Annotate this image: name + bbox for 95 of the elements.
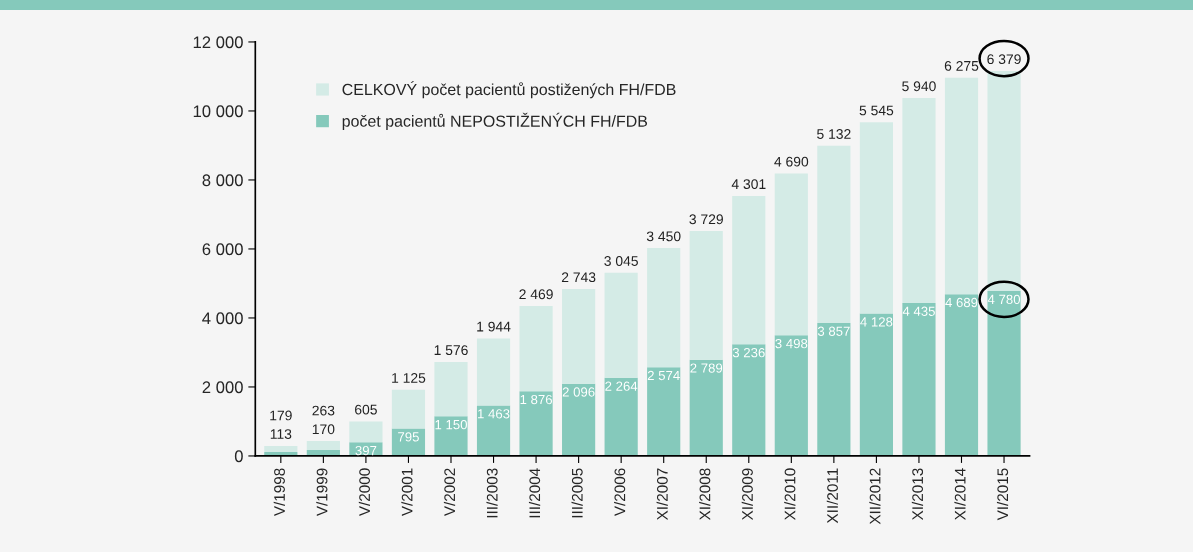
data-label: 6 379 <box>987 54 1021 65</box>
bar <box>391 389 426 429</box>
bar <box>476 338 511 406</box>
data-label: 2 264 <box>605 381 638 391</box>
y-tick-label: 0 <box>234 450 243 463</box>
data-label: 1 576 <box>434 345 468 356</box>
bar <box>306 441 340 451</box>
data-label: 113 <box>270 429 292 439</box>
x-tick-label: V/1999 <box>316 468 328 517</box>
x-tick-label: XI/2014 <box>954 468 966 521</box>
bar <box>944 77 979 295</box>
x-tick-label: XI/2009 <box>741 468 753 521</box>
data-label: 795 <box>398 432 419 442</box>
bar <box>732 344 766 456</box>
y-tick-label: 10 000 <box>193 105 243 118</box>
x-tick-label: III/2005 <box>571 468 583 518</box>
x-tick-label: XII/2011 <box>826 468 838 524</box>
data-label: 3 729 <box>689 214 723 225</box>
bar <box>647 367 681 456</box>
bar <box>519 391 553 456</box>
bar <box>817 145 851 323</box>
data-label: 263 <box>312 405 335 416</box>
legend-label: CELKOVÝ počet pacientů postižených FH/FDB <box>342 81 676 99</box>
legend-label: počet pacientů NEPOSTIŽENÝCH FH/FDB <box>342 112 648 130</box>
bar <box>689 231 723 360</box>
bar <box>689 359 723 456</box>
data-label: 1 150 <box>435 419 467 430</box>
y-tick-label: 12 000 <box>193 36 243 49</box>
y-tick-label: 6 000 <box>202 243 243 256</box>
bar <box>562 289 596 384</box>
bar <box>732 195 766 345</box>
y-tick-label: 4 000 <box>202 312 243 325</box>
bar <box>987 70 1021 292</box>
data-label: 3 236 <box>732 347 765 358</box>
data-label: 397 <box>355 445 377 456</box>
x-tick-label: III/2004 <box>528 468 541 518</box>
data-label: 4 435 <box>902 306 935 316</box>
bar <box>519 306 553 392</box>
data-label: 1 876 <box>520 394 553 405</box>
bar <box>987 291 1021 456</box>
data-label: 170 <box>312 424 335 435</box>
bar <box>902 98 936 303</box>
x-tick-label: XI/2007 <box>656 468 668 521</box>
data-label: 4 301 <box>731 179 766 190</box>
bar <box>434 416 468 456</box>
data-label: 5 545 <box>859 105 894 116</box>
data-label: 1 125 <box>392 372 426 383</box>
data-label: 6 275 <box>944 60 979 71</box>
data-label: 5 132 <box>817 129 851 139</box>
data-label: 2 469 <box>519 289 553 300</box>
data-label: 4 128 <box>860 317 893 327</box>
x-tick-label: III/2003 <box>486 468 498 518</box>
data-label: 4 690 <box>774 156 809 167</box>
x-tick-label: V/1998 <box>273 468 285 517</box>
data-label: 4 780 <box>987 294 1021 305</box>
bar <box>476 405 511 456</box>
x-tick-label: V/2000 <box>358 468 371 517</box>
data-label: 2 096 <box>562 387 595 397</box>
data-label: 179 <box>270 410 292 421</box>
bar <box>349 421 383 443</box>
x-tick-label: XI/2010 <box>784 468 796 521</box>
x-tick-label: V/2006 <box>614 468 626 517</box>
x-tick-label: V/2002 <box>443 468 456 517</box>
bar <box>647 248 681 368</box>
bar <box>434 361 468 417</box>
y-tick-label: 8 000 <box>202 174 243 187</box>
bar <box>604 377 638 456</box>
bar <box>944 294 979 456</box>
bar <box>604 272 638 378</box>
data-label: 2 789 <box>690 363 723 373</box>
data-label: 3 857 <box>817 326 850 336</box>
data-label: 1 463 <box>478 409 510 419</box>
x-tick-label: XI/2008 <box>699 468 711 521</box>
x-tick-label: XI/2013 <box>911 468 924 521</box>
bar <box>264 445 298 453</box>
bar <box>817 322 851 456</box>
bar <box>774 335 808 456</box>
data-label: 3 450 <box>646 231 681 242</box>
data-label: 605 <box>355 404 377 415</box>
data-label: 3 498 <box>775 338 808 349</box>
bar <box>774 173 808 336</box>
data-label: 3 045 <box>604 256 638 266</box>
bar <box>562 383 596 456</box>
data-label: 4 689 <box>945 297 978 308</box>
data-label: 2 574 <box>647 370 680 381</box>
y-tick-label: 2 000 <box>202 381 243 394</box>
bar <box>859 313 893 456</box>
data-label: 2 743 <box>561 272 596 283</box>
data-label: 5 940 <box>902 81 936 92</box>
bar <box>902 302 936 456</box>
x-tick-label: XII/2012 <box>869 468 881 525</box>
bar <box>859 122 893 314</box>
x-tick-label: VI/2015 <box>996 468 1009 521</box>
x-tick-label: V/2001 <box>401 468 413 517</box>
data-label: 1 944 <box>477 321 511 332</box>
